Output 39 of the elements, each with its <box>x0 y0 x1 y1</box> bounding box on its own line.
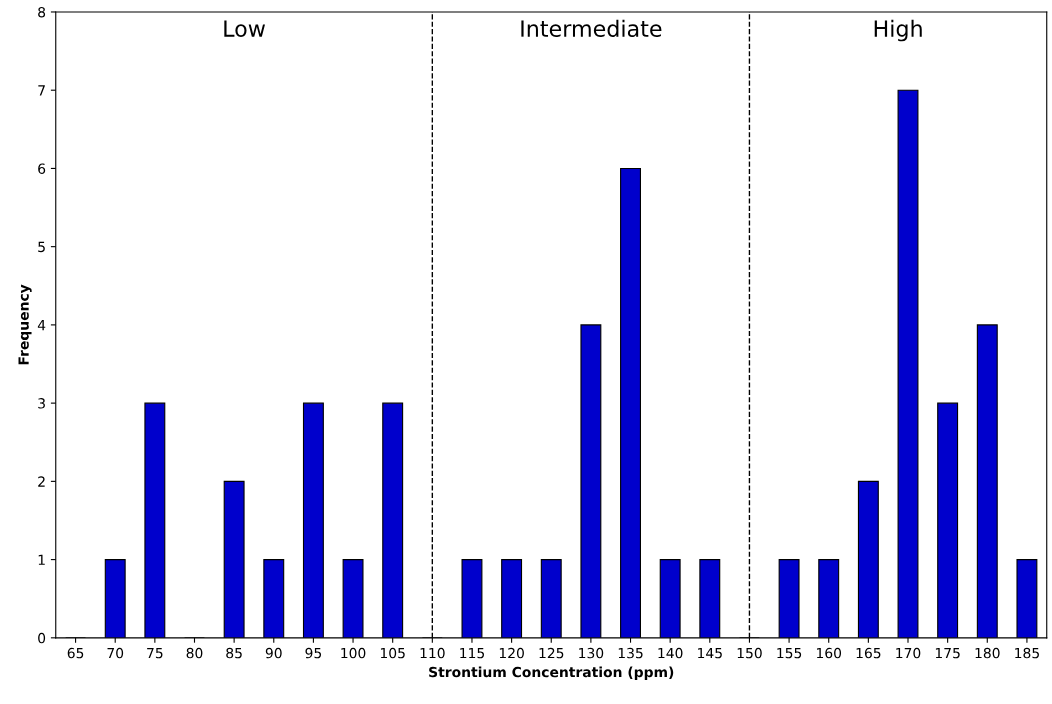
y-axis-title: Frequency <box>18 284 32 365</box>
y-tick-label: 8 <box>38 6 46 18</box>
x-tick-label: 85 <box>226 647 242 659</box>
x-tick-label: 155 <box>777 647 802 659</box>
x-tick-label: 75 <box>147 647 163 659</box>
x-tick-label: 145 <box>698 647 722 659</box>
x-tick-label: 170 <box>896 647 921 659</box>
x-tick-label: 65 <box>67 647 84 659</box>
x-tick-label: 80 <box>186 647 203 659</box>
x-tick-label: 115 <box>460 647 485 659</box>
x-tick-label: 125 <box>539 647 564 659</box>
annotation: Low <box>224 20 265 37</box>
y-tick-label: 1 <box>38 554 45 565</box>
x-tick-label: 105 <box>380 647 405 659</box>
x-tick-label: 150 <box>737 647 762 659</box>
y-tick-label: 2 <box>38 476 45 487</box>
y-tick-label: 4 <box>37 320 46 331</box>
y-tick-label: 6 <box>38 163 46 174</box>
x-tick-label: 120 <box>499 647 524 659</box>
x-tick-label: 165 <box>856 647 881 659</box>
y-tick-label: 5 <box>38 241 45 253</box>
x-tick-label: 70 <box>107 647 124 659</box>
x-tick-label: 185 <box>1015 647 1039 659</box>
x-tick-label: 110 <box>420 647 445 659</box>
x-tick-label: 140 <box>658 647 683 659</box>
y-tick-label: 7 <box>38 85 45 96</box>
annotation: High <box>874 19 922 42</box>
x-tick-label: 180 <box>975 647 1000 659</box>
x-tick-label: 90 <box>265 647 282 659</box>
y-tick-label: 0 <box>38 632 46 644</box>
x-tick-label: 130 <box>579 647 604 659</box>
y-tick-label: 3 <box>38 398 45 409</box>
x-axis-title: Strontium Concentration (ppm) <box>429 666 674 680</box>
annotation: Intermediate <box>521 19 662 37</box>
x-tick-label: 160 <box>816 647 842 659</box>
x-tick-label: 175 <box>935 647 960 659</box>
x-tick-label: 135 <box>618 647 643 659</box>
x-tick-label: 95 <box>305 647 322 659</box>
x-tick-label: 100 <box>341 647 366 659</box>
